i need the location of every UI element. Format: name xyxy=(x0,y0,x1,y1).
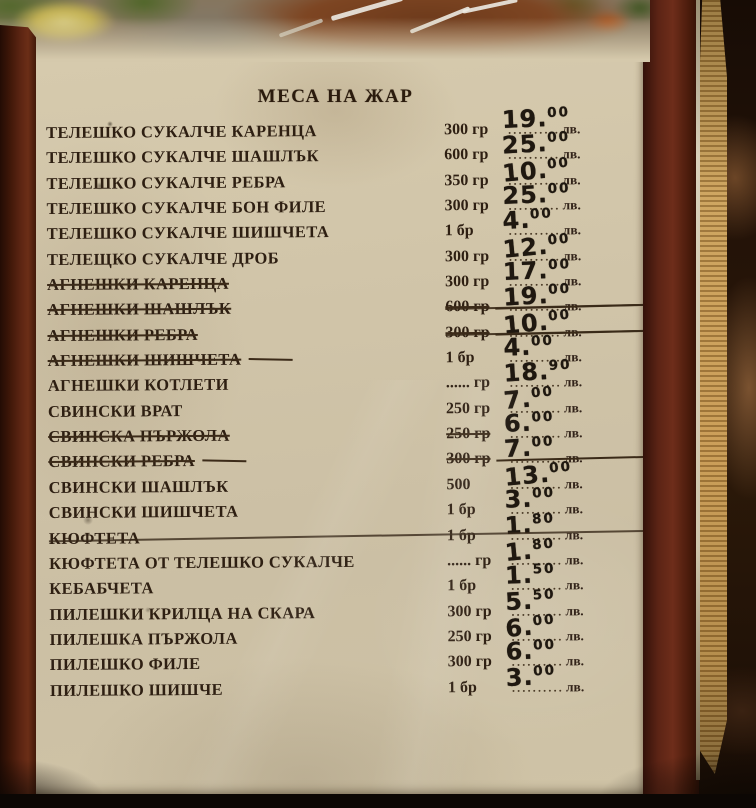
item-name: АГНЕШКИ ШИШЧЕТА xyxy=(48,346,293,373)
price-decimals: 00 xyxy=(546,128,571,147)
price-decimals: 00 xyxy=(532,661,557,680)
item-name: КЮФТЕТА ОТ ТЕЛЕШКО СУКАЛЧЕ xyxy=(49,551,355,573)
item-name: КЮФТЕТА xyxy=(48,527,141,548)
price-decimals: 00 xyxy=(547,180,571,198)
menu-page: МЕСА НА ЖАР ТЕЛЕШКО СУКАЛЧЕ КАРЕНЦА 300 г… xyxy=(28,0,643,795)
price-main: 1. xyxy=(504,560,534,590)
currency-label: лв. xyxy=(565,577,584,593)
item-name: ТЕЛЕШКО СУКАЛЧЕ РЕБРА xyxy=(46,172,286,193)
currency-label: лв. xyxy=(563,400,583,416)
price-decimals: 00 xyxy=(531,408,555,426)
price-decimals: 00 xyxy=(530,332,555,350)
menu-book-spine xyxy=(641,0,699,808)
price-decimals: 50 xyxy=(532,585,556,604)
item-weight: 1 бр xyxy=(447,577,477,595)
item-weight: 300 гр xyxy=(447,602,492,620)
price-decimals: 00 xyxy=(547,306,572,325)
item-weight: 1 бр xyxy=(446,526,476,544)
price-decimals: 00 xyxy=(531,484,556,502)
price-decimals: 00 xyxy=(546,230,572,249)
item-name: АГНЕШКИ КАРЕНЦА xyxy=(47,273,230,295)
currency-label: лв. xyxy=(565,602,584,618)
price-decimals: 90 xyxy=(548,357,573,375)
price-decimals: 00 xyxy=(546,104,571,122)
item-name: АГНЕШКИ КОТЛЕТИ xyxy=(47,375,229,396)
item-weight: 250 гр xyxy=(446,425,491,443)
item-name: АГНЕШКИ РЕБРА xyxy=(47,324,198,345)
bottom-edge xyxy=(0,794,756,808)
item-weight: 1 бр xyxy=(445,349,475,367)
price-decimals: 00 xyxy=(530,383,555,402)
price-decimals: 00 xyxy=(548,458,573,477)
item-name: СВИНСКА ПЪРЖОЛА xyxy=(48,425,230,447)
item-name: СВИНСКИ ВРАТ xyxy=(47,400,183,421)
item-name: ТЕЛЕЩКО СУКАЛЧЕ ДРОБ xyxy=(46,248,280,269)
photo-fade xyxy=(0,0,650,62)
section-title: МЕСА НА ЖАР xyxy=(257,86,414,107)
price-decimals: 00 xyxy=(546,154,571,173)
item-weight: 300 гр xyxy=(443,120,489,139)
price-main: 5. xyxy=(504,586,534,616)
handwritten-price: 3.00 xyxy=(504,661,557,695)
item-weight: 600 гр xyxy=(444,146,489,164)
item-weight: 350 гр xyxy=(444,171,489,189)
item-name: ТЕЛЕШКО СУКАЛЧЕ КАРЕНЦА xyxy=(45,121,317,143)
currency-label: лв. xyxy=(565,678,585,694)
price-main: 3. xyxy=(504,662,535,692)
item-name: СВИНСКИ ШАШЛЪК xyxy=(48,476,229,497)
grilled-meat-photo xyxy=(0,0,650,62)
menu-row: ПИЛЕШКО ШИШЧЕ 1 бр.......... лв. 3.00 xyxy=(49,662,627,703)
currency-label: лв. xyxy=(564,425,583,441)
item-weight: 300 гр xyxy=(447,653,492,671)
price-main: 6. xyxy=(505,636,535,666)
item-weight: 1 бр xyxy=(444,222,474,240)
item-weight: 300 гр xyxy=(444,196,489,215)
item-name: ТЕЛЕШКО СУКАЛЧЕ ШИШЧЕТА xyxy=(46,222,330,244)
price-decimals: 80 xyxy=(531,509,556,528)
item-name: КЕБАБЧЕТА xyxy=(49,578,154,599)
currency-label: лв. xyxy=(564,501,584,517)
price-decimals: 00 xyxy=(531,611,557,630)
price-main: 7. xyxy=(503,434,533,464)
price-decimals: 00 xyxy=(547,256,572,274)
item-weight: 300 гр xyxy=(446,450,491,468)
item-weight: 250 гр xyxy=(445,399,491,418)
price-decimals: 80 xyxy=(531,535,556,554)
currency-label: лв. xyxy=(565,628,584,644)
currency-label: лв. xyxy=(565,552,584,568)
item-weight: 250 гр xyxy=(447,627,492,646)
currency-label: лв. xyxy=(564,526,584,542)
item-weight: ...... гр xyxy=(446,551,492,570)
item-name: СВИНСКИ РЕБРА xyxy=(48,448,246,475)
price-decimals: 50 xyxy=(532,560,556,578)
item-weight: 1 бр xyxy=(446,501,476,519)
item-weight: 1 бр xyxy=(447,678,477,696)
price-decimals: 00 xyxy=(531,433,555,451)
price-decimals: 00 xyxy=(529,205,554,223)
item-name: ТЕЛЕШКО СУКАЛЧЕ БОН ФИЛЕ xyxy=(46,197,327,219)
price-main: 3. xyxy=(503,484,533,514)
item-name: ТЕЛЕШКО СУКАЛЧЕ ШАШЛЪК xyxy=(46,146,320,168)
item-name: ПИЛЕШКИ КРИЛЦА НА СКАРА xyxy=(49,602,316,624)
item-name: ПИЛЕШКО ФИЛЕ xyxy=(49,654,201,675)
item-weight: 300 гр xyxy=(445,272,490,291)
item-weight: 500 xyxy=(446,475,471,494)
item-name: ПИЛЕШКО ШИШЧЕ xyxy=(49,679,224,700)
item-name: АГНЕШКИ ШАШЛЪК xyxy=(47,299,232,320)
price-main: 1. xyxy=(503,510,534,540)
item-name: ПИЛЕШКА ПЪРЖОЛА xyxy=(49,628,238,649)
item-name: СВИНСКИ ШИШЧЕТА xyxy=(48,501,239,523)
currency-label: лв. xyxy=(565,653,585,669)
page-edge-highlight xyxy=(696,0,700,780)
price-decimals: 00 xyxy=(532,636,557,654)
price-decimals: 00 xyxy=(547,281,572,299)
gilded-page-edges xyxy=(700,0,727,774)
item-weight: 300 гр xyxy=(444,247,490,265)
item-weight: ...... гр xyxy=(445,374,491,392)
item-price: .......... лв. 3.00 xyxy=(505,662,643,700)
wooden-frame-left xyxy=(0,25,36,795)
price-main: 4. xyxy=(501,205,532,236)
menu-items: ТЕЛЕШКО СУКАЛЧЕ КАРЕНЦА 300 гр.......... л… xyxy=(45,104,643,703)
